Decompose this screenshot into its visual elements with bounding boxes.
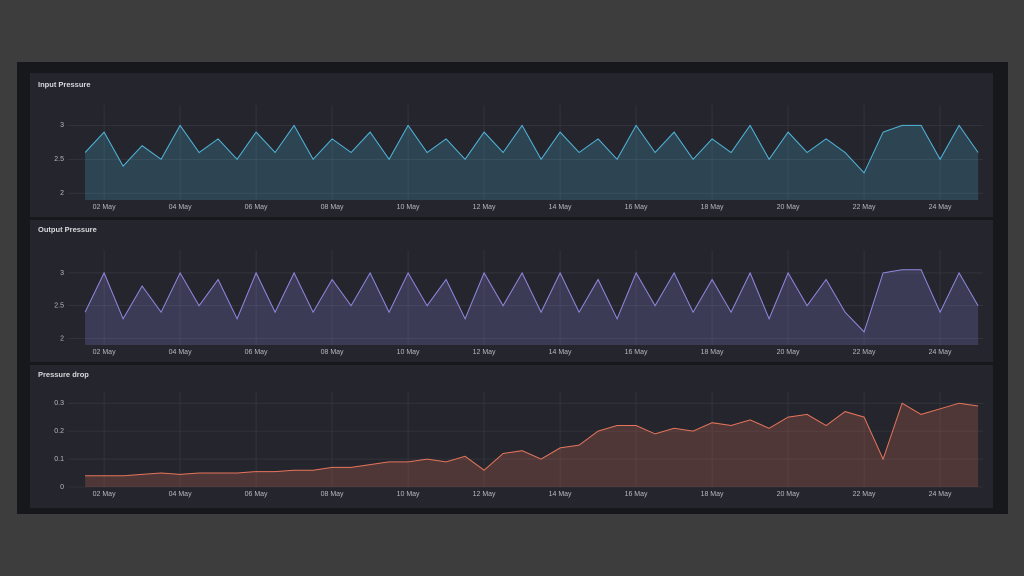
- series-line: [84, 269, 979, 333]
- x-tick-label: 02 May: [93, 349, 116, 356]
- x-tick-label: 04 May: [169, 349, 192, 356]
- panel-title: Output Pressure: [38, 225, 97, 234]
- x-tick-label: 24 May: [929, 349, 952, 356]
- area-fill: [85, 125, 979, 200]
- x-tick-label: 02 May: [93, 204, 116, 211]
- x-tick-label: 20 May: [777, 204, 800, 211]
- x-tick-label: 22 May: [853, 204, 876, 211]
- x-tick-label: 24 May: [929, 204, 952, 211]
- x-tick-label: 08 May: [321, 349, 344, 356]
- x-tick-label: 24 May: [929, 491, 952, 498]
- x-tick-label: 08 May: [321, 491, 344, 498]
- x-tick-label: 12 May: [473, 204, 496, 211]
- x-tick-label: 14 May: [549, 349, 572, 356]
- x-tick-label: 14 May: [549, 204, 572, 211]
- x-tick-label: 16 May: [625, 204, 648, 211]
- panel: [30, 365, 993, 508]
- x-tick-label: 06 May: [245, 491, 268, 498]
- panel-title: Input Pressure: [38, 80, 91, 89]
- y-tick-label: 2.5: [54, 156, 64, 163]
- x-tick-label: 18 May: [701, 204, 724, 211]
- y-tick-label: 2: [60, 190, 64, 197]
- x-tick-label: 14 May: [549, 491, 572, 498]
- y-tick-label: 0.1: [54, 456, 64, 463]
- x-tick-label: 16 May: [625, 491, 648, 498]
- x-tick-label: 08 May: [321, 204, 344, 211]
- area-fill: [85, 269, 979, 345]
- x-tick-label: 12 May: [473, 491, 496, 498]
- panel-title: Pressure drop: [38, 370, 89, 379]
- x-tick-label: 02 May: [93, 491, 116, 498]
- x-tick-label: 04 May: [169, 491, 192, 498]
- y-tick-label: 0.3: [54, 400, 64, 407]
- x-tick-label: 18 May: [701, 491, 724, 498]
- series-line: [84, 124, 979, 174]
- x-tick-label: 18 May: [701, 349, 724, 356]
- y-tick-label: 0.2: [54, 428, 64, 435]
- y-tick-label: 2: [60, 335, 64, 342]
- x-tick-label: 22 May: [853, 491, 876, 498]
- x-tick-label: 20 May: [777, 349, 800, 356]
- x-tick-label: 06 May: [245, 349, 268, 356]
- x-tick-label: 22 May: [853, 349, 876, 356]
- x-tick-label: 10 May: [397, 349, 420, 356]
- x-tick-label: 10 May: [397, 204, 420, 211]
- y-tick-label: 3: [60, 122, 64, 129]
- area-fill: [85, 403, 979, 487]
- x-tick-label: 20 May: [777, 491, 800, 498]
- x-tick-label: 04 May: [169, 204, 192, 211]
- y-tick-label: 2.5: [54, 303, 64, 310]
- x-tick-label: 10 May: [397, 491, 420, 498]
- x-tick-label: 16 May: [625, 349, 648, 356]
- x-tick-label: 06 May: [245, 204, 268, 211]
- y-tick-label: 0: [60, 484, 64, 491]
- y-tick-label: 3: [60, 270, 64, 277]
- series-line: [85, 402, 979, 477]
- x-tick-label: 12 May: [473, 349, 496, 356]
